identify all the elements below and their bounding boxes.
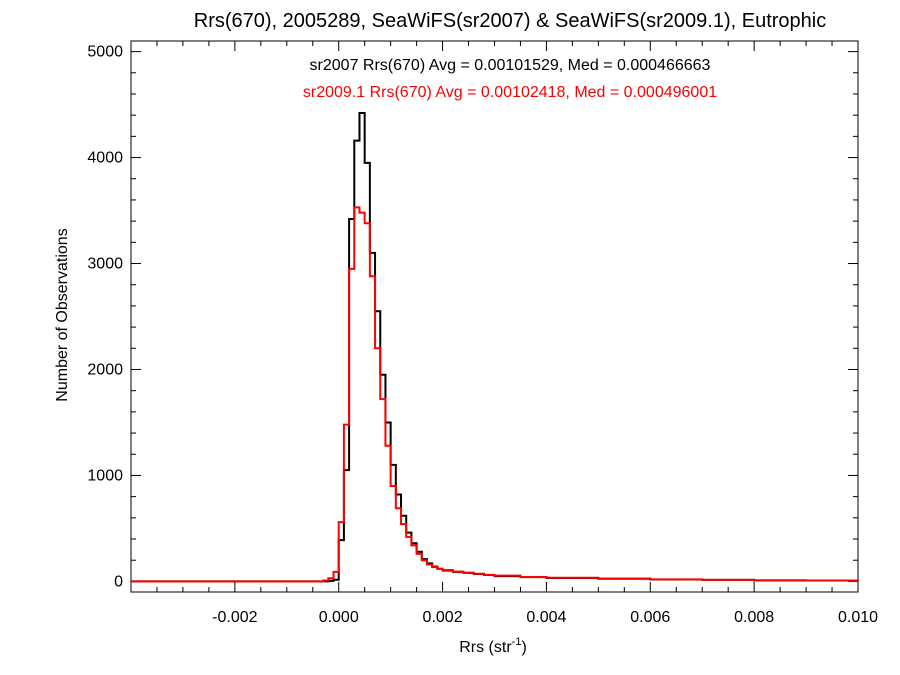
y-tick-label: 0	[114, 573, 123, 590]
y-tick-label: 4000	[87, 150, 123, 167]
plot-border	[130, 40, 859, 593]
y-tick-label: 5000	[87, 44, 123, 61]
plot-frame	[130, 40, 859, 593]
x-axis-label: Rrs (str-1)	[459, 636, 527, 656]
x-tick-label: 0.002	[423, 609, 463, 626]
x-tick-label: 0.000	[319, 609, 359, 626]
y-tick-label: 3000	[87, 256, 123, 273]
x-tick-label: 0.010	[838, 609, 878, 626]
y-axis-label: Number of Observations	[54, 228, 71, 401]
y-axis: 0 1000 2000 3000 4000 5000	[87, 44, 858, 590]
series-line-sr2009.1	[131, 206, 859, 583]
x-tick-label: 0.004	[526, 609, 566, 626]
y-tick-label: 1000	[87, 467, 123, 484]
x-tick-label: 0.006	[630, 609, 670, 626]
chart-title: Rrs(670), 2005289, SeaWiFS(sr2007) & Sea…	[194, 10, 827, 32]
x-tick-label: 0.008	[734, 609, 774, 626]
series-annotation-sr2007: sr2007 Rrs(670) Avg = 0.00101529, Med = …	[310, 57, 711, 74]
y-tick-label: 2000	[87, 361, 123, 378]
x-axis: -0.002 0.000 0.002 0.004 0.006 0.008 0.010	[130, 41, 878, 626]
series-line-sr2007	[131, 112, 859, 583]
series-layer	[131, 112, 859, 583]
x-tick-label: -0.002	[212, 609, 257, 626]
series-annotation-sr2009: sr2009.1 Rrs(670) Avg = 0.00102418, Med …	[303, 84, 717, 101]
